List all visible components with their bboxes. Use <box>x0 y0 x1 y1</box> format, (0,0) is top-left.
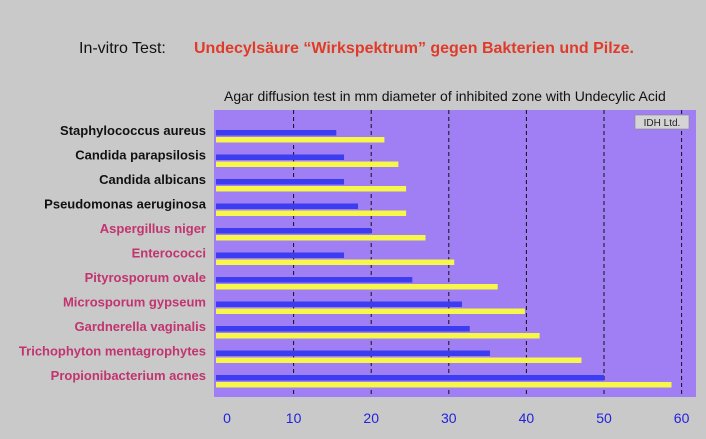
category-label: Aspergillus niger <box>100 221 206 236</box>
category-label: Trichophyton mentagrophytes <box>19 344 206 359</box>
category-label: Propionibacterium acnes <box>51 368 206 383</box>
chart-subtitle: Agar diffusion test in mm diameter of in… <box>224 88 666 104</box>
bar-series1-5 <box>216 252 345 258</box>
bar-series2-3 <box>216 210 407 216</box>
category-label: Staphylococcus aureus <box>60 123 206 138</box>
x-tick-label: 20 <box>363 410 379 426</box>
bar-series2-4 <box>216 235 426 241</box>
chart-title: Undecylsäure “Wirkspektrum” gegen Bakter… <box>194 40 634 57</box>
bar-series1-7 <box>216 301 462 307</box>
bar-series1-9 <box>216 350 490 356</box>
bar-series2-7 <box>216 308 525 314</box>
category-label: Gardnerella vaginalis <box>74 319 206 334</box>
bar-series2-0 <box>216 137 385 143</box>
bar-series2-8 <box>216 333 540 339</box>
category-label: Pityrosporum ovale <box>85 270 206 285</box>
bar-series1-2 <box>216 179 345 185</box>
bar-series2-9 <box>216 357 582 363</box>
bar-series2-10 <box>216 382 672 388</box>
bar-series1-6 <box>216 277 413 283</box>
x-tick-label: 50 <box>596 410 612 426</box>
x-tick-label: 10 <box>286 410 302 426</box>
bar-series2-6 <box>216 284 498 290</box>
x-tick-label: 0 <box>223 410 231 426</box>
bar-series1-0 <box>216 130 337 136</box>
watermark-box <box>634 114 690 130</box>
category-label: Candida parapsilosis <box>75 148 206 163</box>
bar-series1-4 <box>216 228 372 234</box>
bar-series2-5 <box>216 259 455 265</box>
category-label: Microsporum gypseum <box>63 295 206 310</box>
bar-series1-8 <box>216 326 470 332</box>
category-label: Pseudomonas aeruginosa <box>44 197 207 212</box>
x-tick-label: 40 <box>519 410 535 426</box>
x-tick-label: 30 <box>441 410 457 426</box>
bar-series1-10 <box>216 375 604 381</box>
category-label: Candida albicans <box>99 172 206 187</box>
category-label: Enterococci <box>132 246 206 261</box>
bar-series2-2 <box>216 186 407 192</box>
bar-series2-1 <box>216 161 399 167</box>
test-label: In-vitro Test: <box>79 40 166 57</box>
x-tick-label: 60 <box>674 410 690 426</box>
bar-series1-1 <box>216 154 345 160</box>
watermark-label: IDH Ltd. <box>644 118 681 129</box>
bar-series1-3 <box>216 203 359 209</box>
